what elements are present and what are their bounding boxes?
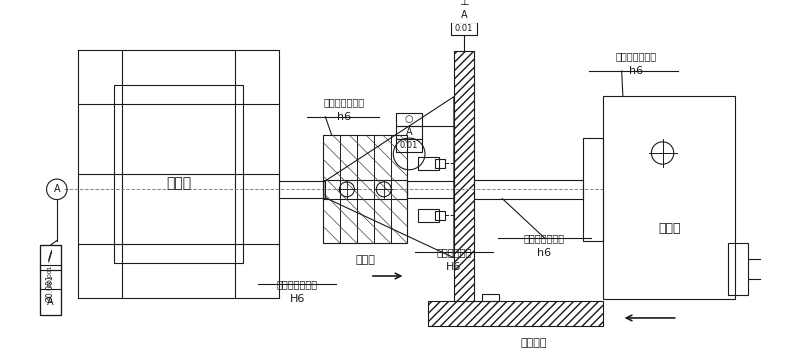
Text: 0.01: 0.01 [455,23,473,33]
Bar [396,126,422,139]
Bar [482,294,498,301]
Text: 客户端配合公差: 客户端配合公差 [324,97,364,107]
Bar [40,245,60,270]
Bar [428,301,603,326]
Bar [407,181,454,198]
Bar [114,85,243,263]
Text: A: A [53,184,60,194]
Bar [279,181,325,198]
Bar [475,180,583,199]
Text: 编码器配合公差: 编码器配合公差 [524,233,565,243]
Text: h6: h6 [629,66,642,76]
Text: 联轴节: 联轴节 [355,255,375,265]
Text: 止口配合公差: 止口配合公差 [436,247,471,257]
Bar [418,157,439,170]
Text: 联轴节配合公差: 联轴节配合公差 [277,279,318,289]
Text: Ø0.001: Ø0.001 [46,275,55,302]
Text: 安装支架: 安装支架 [521,338,547,348]
Bar [396,139,422,152]
Bar [451,9,477,22]
Text: /: / [48,248,52,262]
Bar [396,113,422,126]
Bar [454,51,475,303]
Bar [583,138,603,241]
Text: 0.01: 0.01 [400,141,418,150]
Text: ⊥: ⊥ [460,0,469,7]
Text: H6: H6 [289,294,305,304]
Bar [451,22,477,34]
Text: A: A [47,297,53,307]
Text: 编码器: 编码器 [658,222,681,235]
Text: 编码器配合公差: 编码器配合公差 [615,51,656,61]
Bar [435,159,444,168]
Text: ○: ○ [405,114,413,124]
Bar [451,0,477,9]
Text: Ø0.001: Ø0.001 [48,265,52,287]
Text: A: A [405,127,413,137]
Text: A: A [461,10,467,20]
Bar [435,211,444,220]
Bar [603,96,735,299]
Bar [728,244,748,295]
Bar [40,245,60,315]
Text: /: / [48,251,52,264]
Text: h6: h6 [337,111,351,122]
Text: H6: H6 [446,262,462,272]
Bar [418,209,439,222]
Text: h6: h6 [537,248,552,258]
Bar [40,270,60,315]
Bar [40,245,60,315]
Bar [324,180,407,199]
Text: 客户端: 客户端 [166,176,191,190]
Bar [324,135,407,244]
